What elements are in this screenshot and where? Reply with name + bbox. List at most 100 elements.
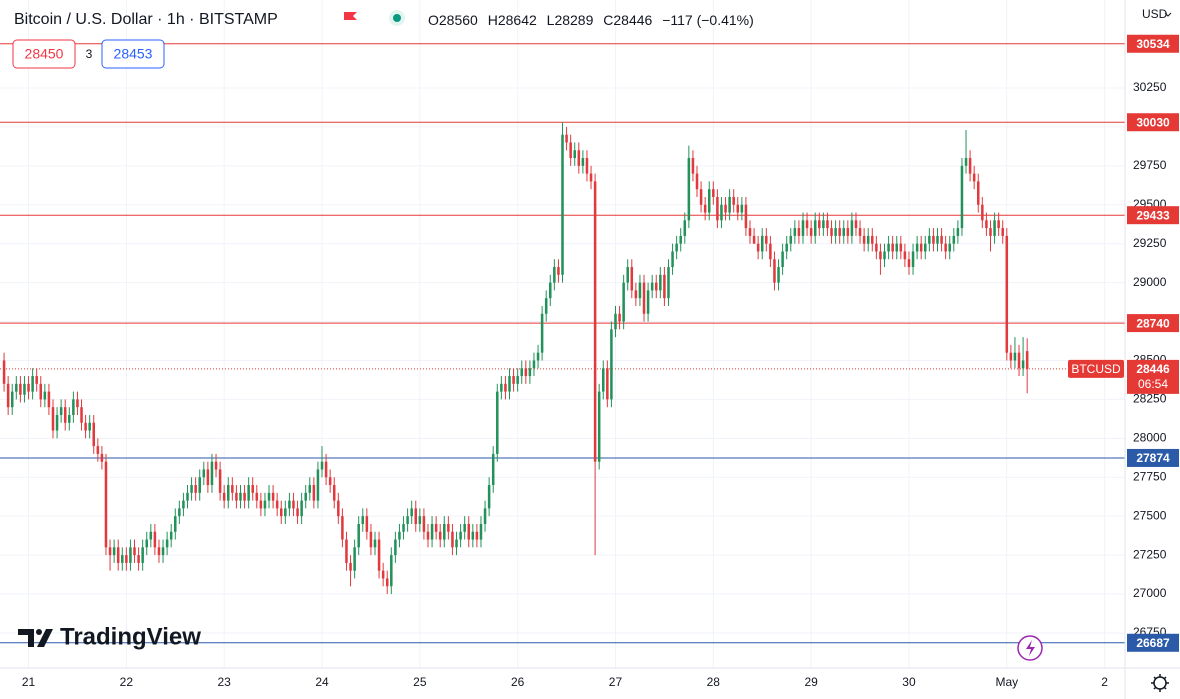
candle-body [797, 228, 801, 236]
candle-body [508, 376, 511, 392]
candle-body [186, 492, 189, 501]
y-tick-label: 29000 [1133, 275, 1167, 289]
candle-body [279, 508, 283, 517]
change-value: −117 (−0.41%) [662, 12, 754, 28]
x-tick-label: 2 [1101, 675, 1108, 689]
candle-body [198, 477, 201, 493]
candle-body [667, 267, 670, 299]
candle-body [675, 243, 678, 252]
candle-body [349, 562, 352, 571]
level-tag [1127, 633, 1179, 652]
x-tick-label: 30 [902, 675, 916, 689]
candle-body [2, 360, 6, 384]
candle-body [585, 158, 589, 174]
price-tag [1127, 359, 1179, 394]
candle-body [679, 235, 682, 244]
candle-body [55, 414, 59, 431]
candle-body [691, 158, 695, 174]
candle-body [1005, 235, 1009, 353]
candle-body [451, 531, 454, 548]
candle-body [422, 516, 426, 532]
candle-body [826, 220, 829, 229]
candle-body [752, 235, 756, 244]
candle-body [712, 189, 715, 197]
candle-body [27, 383, 30, 392]
level-tag [1127, 34, 1179, 53]
candle-body [789, 235, 793, 244]
candle-body [247, 485, 250, 501]
y-tick-label: 27250 [1133, 547, 1167, 561]
candle-body [622, 282, 625, 322]
candle-body [259, 500, 263, 509]
symbol-title[interactable]: Bitcoin / U.S. Dollar · 1h · BITSTAMP [14, 11, 278, 28]
candle-body [178, 508, 181, 517]
candle-body [728, 196, 731, 213]
close-value: C28446 [603, 12, 652, 28]
currency-label[interactable]: USD [1142, 7, 1168, 21]
candle-body [357, 523, 360, 548]
open-value: O28560 [428, 12, 478, 28]
candle-body [463, 523, 466, 532]
candle-body [740, 204, 744, 213]
candle-body [1017, 352, 1021, 369]
candle-body [736, 204, 740, 213]
high-value: H28642 [488, 12, 537, 28]
candle-body [760, 235, 764, 252]
candle-body [642, 282, 646, 314]
candle-body [805, 220, 809, 229]
candle-body [883, 251, 886, 260]
candle-body [809, 228, 813, 236]
candle-body [43, 391, 47, 400]
candle-body [255, 492, 259, 501]
status-dot[interactable] [393, 14, 401, 22]
buy-button[interactable] [101, 39, 165, 69]
settings-icon[interactable] [1151, 674, 1169, 692]
candle-body [390, 555, 393, 587]
level-label: 27874 [1136, 451, 1170, 465]
candle-body [638, 282, 642, 299]
candle-body [487, 485, 491, 509]
candle-body [968, 158, 972, 174]
candle-body [72, 399, 75, 415]
candle-body [31, 376, 34, 392]
sell-button[interactable] [12, 39, 76, 69]
candles [2, 122, 1029, 595]
candle-body [353, 547, 356, 571]
candle-body [932, 235, 935, 244]
candle-body [169, 531, 173, 540]
candle-body [618, 313, 621, 322]
candle-body [324, 461, 328, 478]
candle-body [500, 383, 503, 392]
candle-body [573, 150, 576, 159]
candle-body [512, 376, 515, 384]
candle-body [536, 352, 540, 361]
candle-body [985, 220, 988, 229]
candle-body [76, 399, 79, 408]
candle-body [928, 235, 931, 244]
candle-body [133, 547, 136, 556]
y-tick-label: 27500 [1133, 508, 1167, 522]
y-tick-label: 28250 [1133, 392, 1167, 406]
candle-body [671, 251, 674, 268]
candle-body [194, 485, 197, 493]
flag-icon[interactable] [344, 12, 357, 20]
candle-body [842, 228, 846, 236]
brand-name: TradingView [60, 623, 201, 650]
candle-body [316, 469, 320, 501]
candle-body [218, 469, 222, 493]
level-tag [1127, 448, 1179, 467]
candle-body [23, 383, 26, 395]
candle-body [659, 274, 662, 291]
candle-body [1013, 352, 1017, 361]
candle-body [292, 500, 295, 509]
candle-body [341, 516, 344, 540]
candle-body [993, 220, 996, 236]
brand-logo: TradingView [18, 623, 201, 650]
candle-body [858, 228, 862, 236]
countdown-label: 06:54 [1138, 377, 1168, 391]
candle-body [822, 220, 825, 229]
candle-body [520, 368, 524, 377]
symbol-tag-label: BTCUSD [1071, 362, 1121, 376]
candle-body [182, 500, 185, 509]
candle-body [756, 243, 760, 252]
